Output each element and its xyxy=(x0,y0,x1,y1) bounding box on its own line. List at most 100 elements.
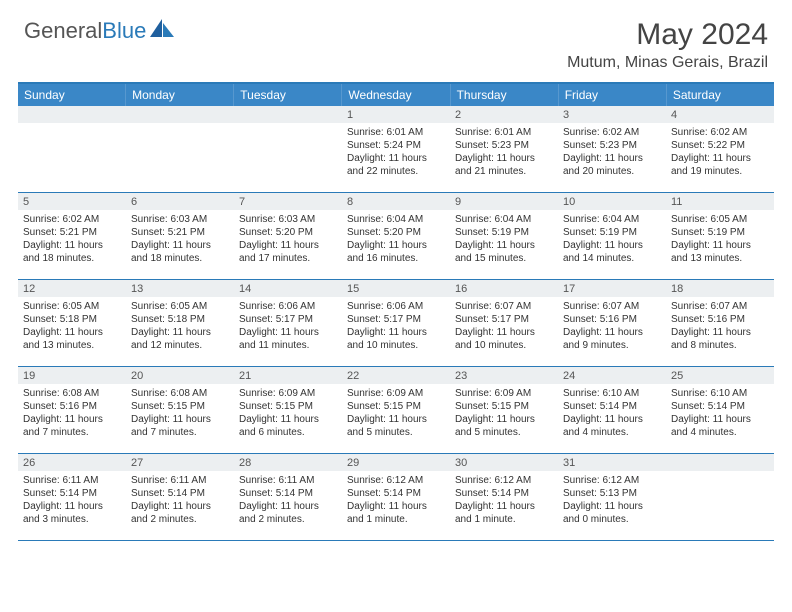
sunrise-text: Sunrise: 6:12 AM xyxy=(347,474,445,487)
day-body: Sunrise: 6:09 AMSunset: 5:15 PMDaylight:… xyxy=(342,384,450,443)
daylight-text: Daylight: 11 hours and 6 minutes. xyxy=(239,413,337,439)
day-cell: 3Sunrise: 6:02 AMSunset: 5:23 PMDaylight… xyxy=(558,106,666,192)
day-number: 7 xyxy=(234,193,342,210)
day-number: 20 xyxy=(126,367,234,384)
daylight-text: Daylight: 11 hours and 0 minutes. xyxy=(563,500,661,526)
day-number: 25 xyxy=(666,367,774,384)
daylight-text: Daylight: 11 hours and 4 minutes. xyxy=(563,413,661,439)
day-header: Monday xyxy=(126,84,234,106)
sunrise-text: Sunrise: 6:01 AM xyxy=(347,126,445,139)
sunset-text: Sunset: 5:16 PM xyxy=(671,313,769,326)
sunrise-text: Sunrise: 6:09 AM xyxy=(239,387,337,400)
day-body: Sunrise: 6:06 AMSunset: 5:17 PMDaylight:… xyxy=(342,297,450,356)
week-row: 26Sunrise: 6:11 AMSunset: 5:14 PMDayligh… xyxy=(18,454,774,541)
day-number: 9 xyxy=(450,193,558,210)
day-body xyxy=(126,123,234,130)
day-body: Sunrise: 6:12 AMSunset: 5:14 PMDaylight:… xyxy=(450,471,558,530)
day-header: Saturday xyxy=(667,84,774,106)
daylight-text: Daylight: 11 hours and 19 minutes. xyxy=(671,152,769,178)
day-number: 11 xyxy=(666,193,774,210)
sunset-text: Sunset: 5:14 PM xyxy=(239,487,337,500)
day-header: Sunday xyxy=(18,84,126,106)
day-number: 12 xyxy=(18,280,126,297)
day-body: Sunrise: 6:11 AMSunset: 5:14 PMDaylight:… xyxy=(126,471,234,530)
week-row: 12Sunrise: 6:05 AMSunset: 5:18 PMDayligh… xyxy=(18,280,774,367)
day-number: 31 xyxy=(558,454,666,471)
sunrise-text: Sunrise: 6:12 AM xyxy=(455,474,553,487)
day-number: 4 xyxy=(666,106,774,123)
day-cell: 14Sunrise: 6:06 AMSunset: 5:17 PMDayligh… xyxy=(234,280,342,366)
day-header: Tuesday xyxy=(234,84,342,106)
logo-text-blue: Blue xyxy=(102,18,146,43)
day-number: 29 xyxy=(342,454,450,471)
day-number: 15 xyxy=(342,280,450,297)
sunrise-text: Sunrise: 6:11 AM xyxy=(131,474,229,487)
day-cell: 19Sunrise: 6:08 AMSunset: 5:16 PMDayligh… xyxy=(18,367,126,453)
day-cell: 15Sunrise: 6:06 AMSunset: 5:17 PMDayligh… xyxy=(342,280,450,366)
page-header: GeneralBlue May 2024 Mutum, Minas Gerais… xyxy=(0,0,792,78)
sunrise-text: Sunrise: 6:05 AM xyxy=(23,300,121,313)
day-number: 17 xyxy=(558,280,666,297)
daylight-text: Daylight: 11 hours and 18 minutes. xyxy=(23,239,121,265)
day-number xyxy=(234,106,342,123)
sunrise-text: Sunrise: 6:04 AM xyxy=(455,213,553,226)
sunset-text: Sunset: 5:18 PM xyxy=(131,313,229,326)
logo-sail-icon xyxy=(150,19,176,44)
day-body: Sunrise: 6:07 AMSunset: 5:16 PMDaylight:… xyxy=(558,297,666,356)
day-header: Wednesday xyxy=(342,84,450,106)
day-cell: 26Sunrise: 6:11 AMSunset: 5:14 PMDayligh… xyxy=(18,454,126,540)
day-cell: 7Sunrise: 6:03 AMSunset: 5:20 PMDaylight… xyxy=(234,193,342,279)
sunset-text: Sunset: 5:17 PM xyxy=(455,313,553,326)
sunrise-text: Sunrise: 6:11 AM xyxy=(239,474,337,487)
sunset-text: Sunset: 5:14 PM xyxy=(671,400,769,413)
daylight-text: Daylight: 11 hours and 9 minutes. xyxy=(563,326,661,352)
day-body: Sunrise: 6:05 AMSunset: 5:18 PMDaylight:… xyxy=(18,297,126,356)
logo-text: GeneralBlue xyxy=(24,18,146,44)
sunrise-text: Sunrise: 6:07 AM xyxy=(455,300,553,313)
logo-text-general: General xyxy=(24,18,102,43)
day-body: Sunrise: 6:02 AMSunset: 5:23 PMDaylight:… xyxy=(558,123,666,182)
day-number: 27 xyxy=(126,454,234,471)
daylight-text: Daylight: 11 hours and 4 minutes. xyxy=(671,413,769,439)
daylight-text: Daylight: 11 hours and 8 minutes. xyxy=(671,326,769,352)
sunrise-text: Sunrise: 6:04 AM xyxy=(563,213,661,226)
sunset-text: Sunset: 5:15 PM xyxy=(455,400,553,413)
day-body: Sunrise: 6:02 AMSunset: 5:22 PMDaylight:… xyxy=(666,123,774,182)
day-cell: 28Sunrise: 6:11 AMSunset: 5:14 PMDayligh… xyxy=(234,454,342,540)
sunset-text: Sunset: 5:14 PM xyxy=(563,400,661,413)
day-header: Friday xyxy=(559,84,667,106)
day-body: Sunrise: 6:09 AMSunset: 5:15 PMDaylight:… xyxy=(450,384,558,443)
day-number: 10 xyxy=(558,193,666,210)
day-number xyxy=(18,106,126,123)
day-number: 16 xyxy=(450,280,558,297)
day-number xyxy=(126,106,234,123)
day-cell xyxy=(234,106,342,192)
day-number: 24 xyxy=(558,367,666,384)
day-cell: 24Sunrise: 6:10 AMSunset: 5:14 PMDayligh… xyxy=(558,367,666,453)
day-number: 3 xyxy=(558,106,666,123)
day-header-row: SundayMondayTuesdayWednesdayThursdayFrid… xyxy=(18,84,774,106)
sunrise-text: Sunrise: 6:06 AM xyxy=(347,300,445,313)
daylight-text: Daylight: 11 hours and 16 minutes. xyxy=(347,239,445,265)
daylight-text: Daylight: 11 hours and 10 minutes. xyxy=(347,326,445,352)
day-number: 1 xyxy=(342,106,450,123)
day-cell: 4Sunrise: 6:02 AMSunset: 5:22 PMDaylight… xyxy=(666,106,774,192)
sunrise-text: Sunrise: 6:10 AM xyxy=(671,387,769,400)
sunrise-text: Sunrise: 6:11 AM xyxy=(23,474,121,487)
sunrise-text: Sunrise: 6:12 AM xyxy=(563,474,661,487)
sunset-text: Sunset: 5:21 PM xyxy=(23,226,121,239)
day-cell: 9Sunrise: 6:04 AMSunset: 5:19 PMDaylight… xyxy=(450,193,558,279)
sunset-text: Sunset: 5:20 PM xyxy=(347,226,445,239)
sunrise-text: Sunrise: 6:03 AM xyxy=(239,213,337,226)
daylight-text: Daylight: 11 hours and 12 minutes. xyxy=(131,326,229,352)
daylight-text: Daylight: 11 hours and 7 minutes. xyxy=(131,413,229,439)
day-cell: 10Sunrise: 6:04 AMSunset: 5:19 PMDayligh… xyxy=(558,193,666,279)
day-cell: 30Sunrise: 6:12 AMSunset: 5:14 PMDayligh… xyxy=(450,454,558,540)
day-body: Sunrise: 6:03 AMSunset: 5:21 PMDaylight:… xyxy=(126,210,234,269)
day-cell: 8Sunrise: 6:04 AMSunset: 5:20 PMDaylight… xyxy=(342,193,450,279)
day-number: 22 xyxy=(342,367,450,384)
day-cell: 25 Sunrise: 6:10 AMSunset: 5:14 PMDayligh… xyxy=(666,367,774,453)
daylight-text: Daylight: 11 hours and 13 minutes. xyxy=(671,239,769,265)
day-cell: 5Sunrise: 6:02 AMSunset: 5:21 PMDaylight… xyxy=(18,193,126,279)
sunrise-text: Sunrise: 6:03 AM xyxy=(131,213,229,226)
